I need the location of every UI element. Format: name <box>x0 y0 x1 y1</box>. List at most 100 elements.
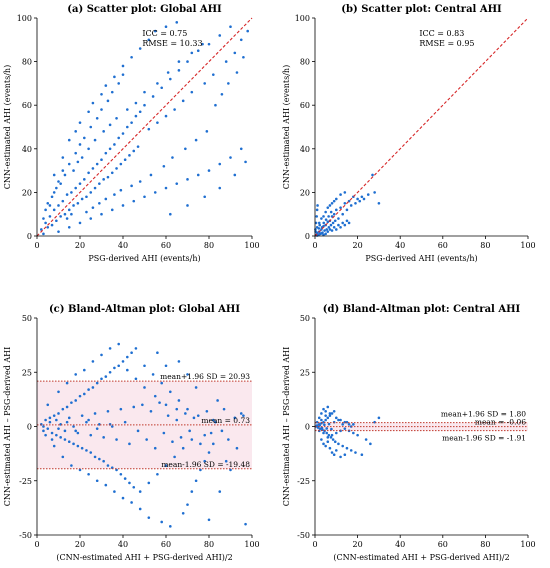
data-point <box>98 423 101 426</box>
data-point <box>324 218 328 221</box>
x-tick-label: 60 <box>161 241 171 250</box>
data-point <box>222 407 226 411</box>
data-point <box>216 399 219 402</box>
data-point <box>85 449 88 452</box>
data-point <box>335 197 338 201</box>
limit-line-label: mean+1.96 SD = 20.93 <box>160 372 250 381</box>
data-point <box>327 225 331 229</box>
data-point <box>186 407 189 411</box>
data-point <box>242 414 245 417</box>
data-point <box>95 116 99 120</box>
data-point <box>352 431 355 435</box>
y-tick-label: 25 <box>300 368 310 377</box>
x-tick-label: 100 <box>520 241 535 250</box>
data-point <box>98 182 101 185</box>
data-point <box>130 55 133 59</box>
data-point <box>190 51 194 55</box>
data-point <box>317 227 321 230</box>
data-point <box>106 175 110 179</box>
data-point <box>145 438 148 441</box>
data-point <box>337 217 340 220</box>
data-point <box>130 184 133 188</box>
stat-annotation: RMSE = 10.33 <box>142 39 202 48</box>
data-point <box>106 410 110 413</box>
x-axis-label: PSG-derived AHI (events/h) <box>88 254 200 263</box>
data-point <box>323 229 326 232</box>
data-point <box>147 127 151 131</box>
data-point <box>343 191 347 194</box>
data-point <box>325 427 329 430</box>
data-point <box>317 221 321 225</box>
data-point <box>46 403 50 407</box>
data-point <box>224 459 228 463</box>
data-point <box>67 162 71 166</box>
data-point <box>106 99 110 103</box>
data-points <box>40 342 247 528</box>
data-point <box>192 416 196 420</box>
data-point <box>239 38 243 42</box>
data-point <box>121 132 125 135</box>
data-point <box>337 223 340 227</box>
data-point <box>78 221 82 225</box>
data-point <box>85 420 88 424</box>
data-point <box>203 459 206 463</box>
data-point <box>358 199 362 203</box>
data-point <box>57 427 60 430</box>
data-point <box>50 438 54 441</box>
data-point <box>63 438 67 441</box>
data-point <box>102 459 105 463</box>
data-point <box>117 136 120 140</box>
data-point <box>164 364 168 368</box>
data-point <box>132 199 136 203</box>
data-point <box>227 82 230 85</box>
data-point <box>329 436 333 439</box>
data-point <box>218 34 222 37</box>
data-point <box>104 483 108 487</box>
data-point <box>95 427 99 430</box>
data-point <box>128 154 131 157</box>
data-point <box>220 429 224 433</box>
data-point <box>201 42 204 46</box>
data-point <box>46 202 50 205</box>
data-point <box>156 351 159 355</box>
data-point <box>108 123 112 127</box>
data-point <box>121 360 125 363</box>
data-point <box>61 156 65 159</box>
y-tick-label: 80 <box>300 58 310 67</box>
chart-panel-2: (b) Scatter plot: Central AHI ICC = 0.83R… <box>282 4 536 263</box>
data-point <box>65 420 69 424</box>
data-point <box>360 453 364 457</box>
data-point <box>136 145 140 148</box>
data-point <box>132 485 136 489</box>
identity-line <box>314 17 529 237</box>
data-point <box>87 171 90 175</box>
data-point <box>366 193 370 196</box>
data-point <box>57 230 60 233</box>
data-point <box>229 25 232 29</box>
x-tick-label: 20 <box>353 540 363 549</box>
data-point <box>61 455 65 459</box>
data-point <box>55 418 58 422</box>
data-point <box>143 386 146 389</box>
y-tick-label: 20 <box>22 188 32 197</box>
data-point <box>65 381 69 385</box>
data-point <box>67 416 71 420</box>
data-point <box>244 160 247 164</box>
data-points <box>40 21 249 236</box>
data-point <box>42 217 45 220</box>
limit-line-label: mean-1.96 SD = -1.91 <box>442 434 526 443</box>
data-point <box>65 193 69 196</box>
data-point <box>315 208 319 212</box>
data-point <box>333 440 337 443</box>
data-point <box>52 191 56 194</box>
data-point <box>164 114 168 118</box>
data-point <box>115 116 118 120</box>
data-point <box>89 433 93 437</box>
data-point <box>74 399 77 402</box>
data-point <box>205 410 209 413</box>
data-point <box>91 101 95 105</box>
data-point <box>44 208 47 212</box>
data-point <box>121 204 125 207</box>
data-point <box>136 429 140 433</box>
data-point <box>123 158 127 161</box>
